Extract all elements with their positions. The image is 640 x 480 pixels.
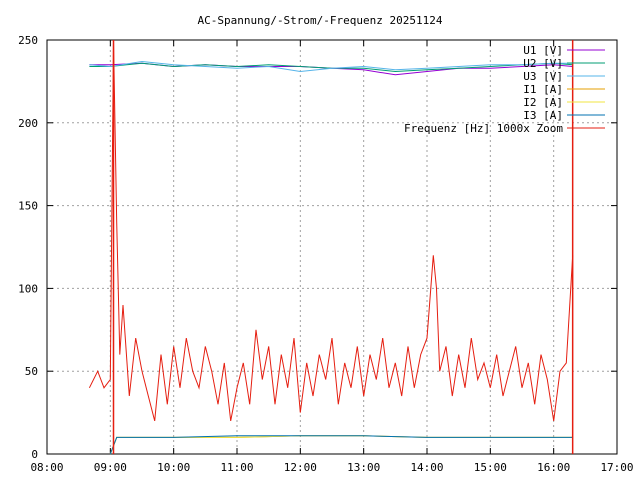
x-tick-label: 15:00	[474, 461, 507, 474]
series-line-i1	[109, 435, 573, 455]
y-tick-label: 0	[31, 448, 38, 461]
x-tick-label: 09:00	[94, 461, 127, 474]
legend-label-u3: U3 [V]	[523, 70, 563, 83]
y-tick-label: 250	[18, 34, 38, 47]
y-tick-label: 150	[18, 200, 38, 213]
x-tick-label: 10:00	[157, 461, 190, 474]
x-tick-label: 08:00	[30, 461, 63, 474]
x-tick-label: 16:00	[537, 461, 570, 474]
series-group	[88, 39, 574, 455]
x-axis: 08:00 09:00 10:00 11:00 12:00 13:00 14:00 15:00…	[30, 40, 634, 474]
x-tick-label: 13:00	[347, 461, 380, 474]
y-tick-label: 100	[18, 282, 38, 295]
x-tick-label: 14:00	[410, 461, 443, 474]
legend-label-i2: I2 [A]	[523, 96, 563, 109]
x-tick-label: 11:00	[220, 461, 253, 474]
series-line-u3	[89, 60, 573, 73]
legend-label-u2: U2 [V]	[523, 57, 563, 70]
chart-title: AC-Spannung/-Strom/-Frequenz 20251124	[197, 14, 442, 27]
legend-label-u1: U1 [V]	[523, 44, 563, 57]
legend: U1 [V]U2 [V]U3 [V]I1 [A]I2 [A]I3 [A]Freq…	[404, 44, 605, 135]
y-axis: 0 50 100 150 200 250	[18, 34, 617, 461]
series-line-i2	[109, 435, 573, 455]
legend-label-i1: I1 [A]	[523, 83, 563, 96]
legend-label-freq: Frequenz [Hz] 1000x Zoom	[404, 122, 563, 135]
plot-area	[46, 39, 618, 455]
x-tick-label: 17:00	[600, 461, 633, 474]
grid	[47, 40, 617, 454]
y-tick-label: 200	[18, 117, 38, 130]
y-tick-label: 50	[25, 365, 38, 378]
legend-label-i3: I3 [A]	[523, 109, 563, 122]
series-line-i3	[109, 435, 573, 455]
x-tick-label: 12:00	[284, 461, 317, 474]
series-line-freq	[88, 39, 574, 422]
